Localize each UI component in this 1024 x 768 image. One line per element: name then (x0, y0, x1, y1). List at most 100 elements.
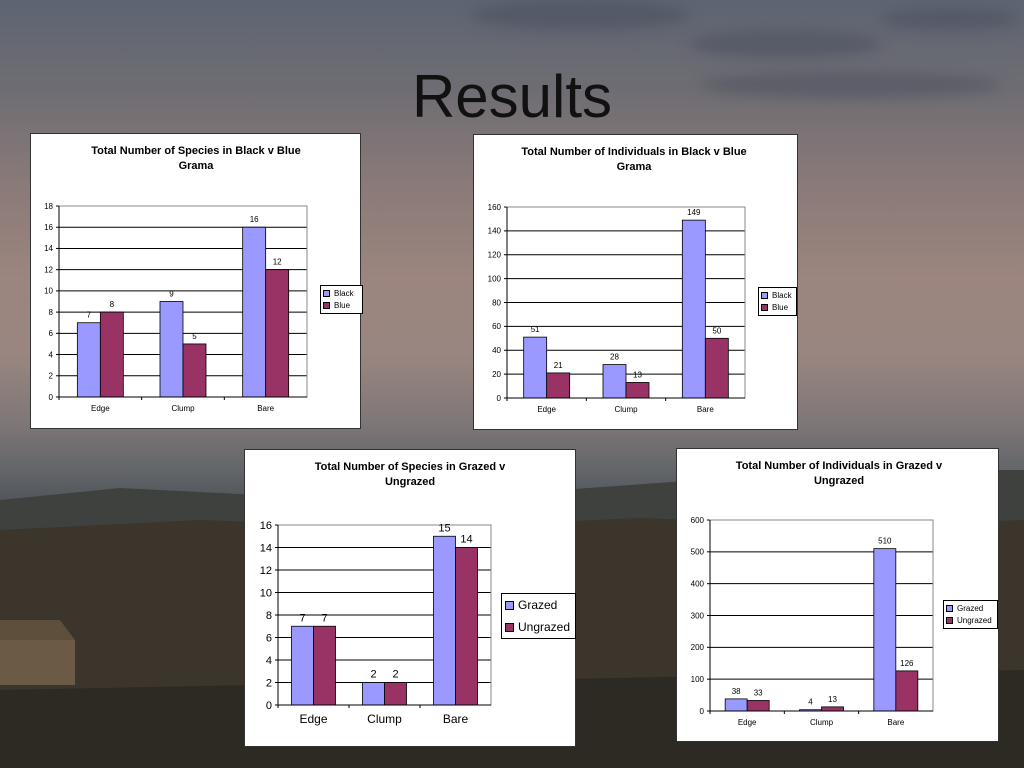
x-tick-label: Bare (697, 405, 714, 414)
y-tick-label: 4 (49, 350, 54, 359)
chart-panel-individuals-grazed-ungrazed: Total Number of Individuals in Grazed v … (676, 448, 999, 742)
background-cloud (690, 30, 880, 58)
data-label: 16 (250, 215, 259, 224)
y-tick-label: 100 (488, 274, 502, 283)
legend-item: Grazed (505, 598, 572, 612)
x-tick-label: Clump (367, 712, 402, 726)
y-tick-label: 0 (49, 393, 54, 402)
chart-panel-individuals-black-blue: Total Number of Individuals in Black v B… (473, 134, 798, 430)
bar (291, 625, 314, 706)
bar (384, 682, 407, 706)
chart-plot: 0 2 4 6 8 10 12 14 16 Edge 7 7 Clump 2 2 Bare 15 14 (260, 520, 492, 726)
background-cloud (470, 0, 690, 30)
y-tick-label: 400 (691, 579, 705, 588)
data-label: 38 (732, 687, 741, 696)
x-tick-label: Bare (443, 712, 469, 726)
data-label: 13 (828, 695, 837, 704)
bar (895, 670, 919, 712)
chart-title: Total Number of Species in Black v Blue … (91, 145, 301, 172)
y-tick-label: 16 (260, 520, 272, 532)
x-tick-label: Clump (810, 718, 834, 727)
data-label: 28 (610, 353, 619, 362)
y-tick-label: 6 (49, 329, 54, 338)
y-tick-label: 140 (488, 227, 502, 236)
y-tick-label: 300 (691, 611, 705, 620)
chart-legend: Grazed Ungrazed (501, 593, 576, 639)
y-tick-label: 500 (691, 548, 705, 557)
legend-item: Blue (761, 303, 794, 312)
legend-label: Black (334, 289, 354, 298)
chart-title: Total Number of Species in Grazed v Ungr… (314, 461, 506, 488)
legend-swatch (323, 290, 330, 297)
legend-swatch (761, 292, 768, 299)
data-label: 21 (554, 361, 563, 370)
y-tick-label: 160 (488, 203, 502, 212)
y-tick-label: 18 (44, 202, 53, 211)
bar (99, 311, 124, 398)
data-label: 149 (687, 208, 701, 217)
slide-title: Results (411, 63, 613, 130)
y-tick-label: 4 (266, 655, 272, 667)
y-tick-label: 200 (691, 643, 705, 652)
y-tick-label: 16 (44, 223, 53, 232)
data-label: 33 (754, 688, 763, 697)
bar (746, 700, 770, 712)
data-label: 126 (900, 659, 914, 668)
data-label: 4 (808, 698, 813, 707)
bar (873, 548, 897, 712)
bar (182, 343, 207, 398)
legend-item: Blue (323, 301, 360, 310)
data-label: 510 (878, 537, 892, 546)
y-tick-label: 100 (691, 675, 705, 684)
data-label: 51 (531, 325, 540, 334)
bar (455, 547, 478, 706)
x-tick-label: Edge (738, 718, 757, 727)
legend-label: Ungrazed (518, 620, 571, 634)
bar (242, 226, 267, 398)
y-tick-label: 10 (44, 287, 53, 296)
chart-legend: Black Blue (758, 287, 797, 316)
data-label: 7 (87, 311, 92, 320)
data-label: 13 (633, 370, 642, 379)
y-tick-label: 10 (260, 587, 272, 599)
y-tick-label: 600 (691, 516, 705, 525)
bar (602, 364, 627, 399)
bar (625, 382, 650, 399)
legend-label: Grazed (957, 604, 984, 613)
data-label: 2 (392, 669, 398, 681)
legend-item: Black (323, 289, 360, 298)
data-label: 14 (460, 534, 472, 546)
y-tick-label: 6 (266, 632, 272, 644)
chart-plot: 0 100 200 300 400 500 600 Edge 38 33 Clump 4 13 Bare 5… (691, 516, 934, 727)
y-tick-label: 12 (44, 265, 53, 274)
chart-legend: Black Blue (320, 285, 363, 314)
bar (546, 372, 571, 399)
y-tick-label: 120 (488, 251, 502, 260)
data-label: 12 (273, 258, 282, 267)
chart-title: Total Number of Individuals in Black v B… (521, 146, 747, 173)
legend-swatch (761, 304, 768, 311)
data-label: 15 (438, 522, 450, 534)
x-tick-label: Edge (299, 712, 327, 726)
bar (76, 322, 101, 398)
legend-item: Ungrazed (946, 616, 995, 625)
legend-swatch (946, 617, 953, 624)
background-cloud (880, 8, 1020, 30)
y-tick-label: 80 (492, 298, 501, 307)
data-label: 5 (192, 332, 197, 341)
chart-title: Total Number of Individuals in Grazed v … (735, 460, 943, 487)
legend-swatch (505, 622, 514, 632)
x-tick-label: Edge (91, 404, 110, 413)
data-label: 7 (299, 612, 305, 624)
bar (523, 336, 548, 399)
chart-panel-species-grazed-ungrazed: Total Number of Species in Grazed v Ungr… (244, 449, 576, 747)
legend-item: Black (761, 291, 794, 300)
x-tick-label: Edge (537, 405, 556, 414)
y-tick-label: 20 (492, 370, 501, 379)
y-tick-label: 8 (49, 308, 54, 317)
bar (704, 337, 729, 399)
y-tick-label: 0 (266, 700, 272, 712)
y-tick-label: 60 (492, 322, 501, 331)
legend-item: Grazed (946, 604, 995, 613)
bar (681, 219, 706, 399)
